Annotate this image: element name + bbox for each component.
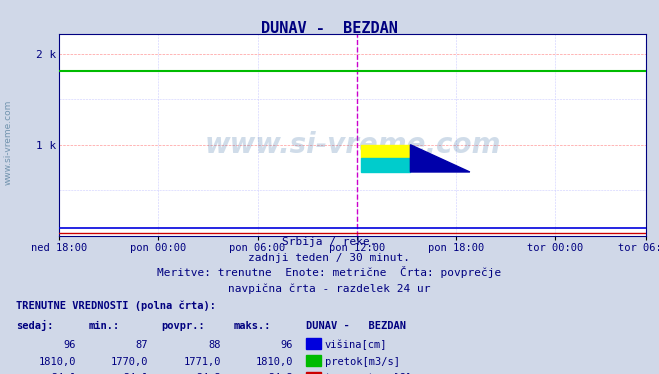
Text: zadnji teden / 30 minut.: zadnji teden / 30 minut. <box>248 253 411 263</box>
Text: Meritve: trenutne  Enote: metrične  Črta: povprečje: Meritve: trenutne Enote: metrične Črta: … <box>158 266 501 278</box>
Text: višina[cm]: višina[cm] <box>325 340 387 350</box>
Bar <box>361 145 411 158</box>
Text: DUNAV -   BEZDAN: DUNAV - BEZDAN <box>306 321 407 331</box>
Text: sedaj:: sedaj: <box>16 320 54 331</box>
Text: www.si-vreme.com: www.si-vreme.com <box>204 131 501 159</box>
Text: Srbija / reke.: Srbija / reke. <box>282 237 377 247</box>
Bar <box>361 158 411 172</box>
Text: DUNAV -  BEZDAN: DUNAV - BEZDAN <box>261 21 398 36</box>
Text: 1810,0: 1810,0 <box>38 357 76 367</box>
Text: 87: 87 <box>136 340 148 350</box>
Text: povpr.:: povpr.: <box>161 321 205 331</box>
Text: 96: 96 <box>63 340 76 350</box>
Text: 1771,0: 1771,0 <box>183 357 221 367</box>
Text: TRENUTNE VREDNOSTI (polna črta):: TRENUTNE VREDNOSTI (polna črta): <box>16 300 216 310</box>
Text: maks.:: maks.: <box>234 321 272 331</box>
Text: 96: 96 <box>281 340 293 350</box>
Text: 88: 88 <box>208 340 221 350</box>
Text: www.si-vreme.com: www.si-vreme.com <box>4 99 13 185</box>
Text: 1770,0: 1770,0 <box>111 357 148 367</box>
Text: pretok[m3/s]: pretok[m3/s] <box>325 357 400 367</box>
Text: navpična črta - razdelek 24 ur: navpična črta - razdelek 24 ur <box>228 283 431 294</box>
Polygon shape <box>411 145 470 172</box>
Text: 1810,0: 1810,0 <box>256 357 293 367</box>
Text: min.:: min.: <box>89 321 120 331</box>
